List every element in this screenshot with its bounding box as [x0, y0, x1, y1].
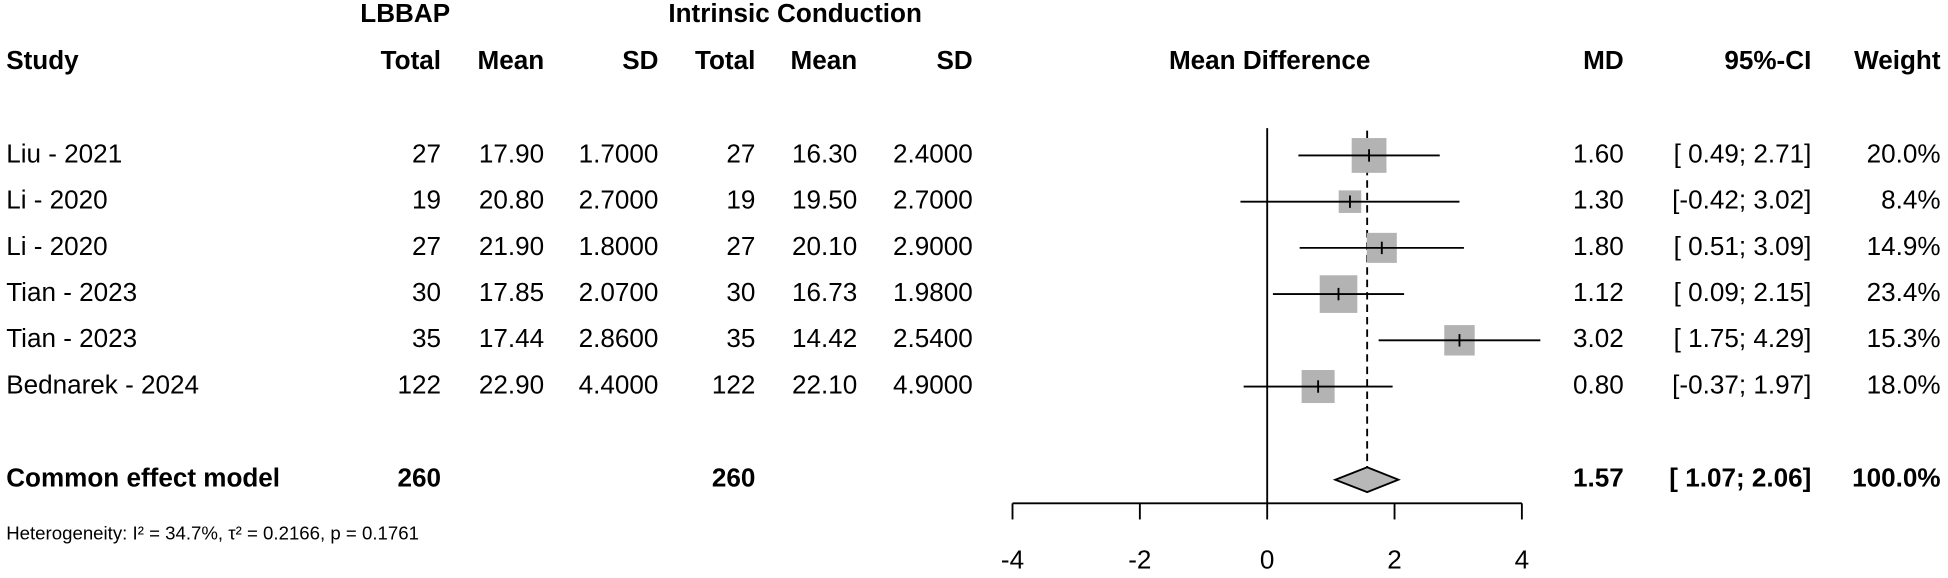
table-cell: 19 — [412, 185, 441, 215]
column-header: MD — [1583, 45, 1624, 75]
table-cell: 35 — [412, 323, 441, 353]
table-cell: 2.0700 — [579, 277, 659, 307]
table-cell: 2.7000 — [579, 185, 659, 215]
ci-label: [-0.37; 1.97] — [1672, 369, 1811, 399]
table-cell: 17.44 — [479, 323, 544, 353]
table-cell: 17.85 — [479, 277, 544, 307]
table-cell: 1.7000 — [579, 138, 659, 168]
table-cell: 122 — [398, 369, 442, 399]
group-header: LBBAP — [360, 0, 450, 28]
heterogeneity: Heterogeneity: I² = 34.7%, τ² = 0.2166, … — [6, 522, 419, 543]
x-tick-label: 2 — [1387, 545, 1402, 575]
table-cell: 35 — [726, 323, 755, 353]
column-header: Total — [381, 45, 441, 75]
study-name: Liu - 2021 — [6, 138, 122, 168]
column-header: Total — [695, 45, 755, 75]
table-cell: 19.50 — [792, 185, 857, 215]
ci-label: [ 0.51; 3.09] — [1674, 231, 1812, 261]
weight-label: 14.9% — [1867, 231, 1941, 261]
weight-label: 15.3% — [1867, 323, 1941, 353]
column-header: Mean — [791, 45, 858, 75]
table-cell: 22.90 — [479, 369, 544, 399]
study-name: Tian - 2023 — [6, 277, 137, 307]
table-cell: 16.30 — [792, 138, 857, 168]
table-cell: 2.7000 — [893, 185, 973, 215]
x-tick-label: 0 — [1260, 545, 1275, 575]
table-cell: 4.9000 — [893, 369, 973, 399]
table-cell: 1.8000 — [579, 231, 659, 261]
column-header: Study — [6, 45, 79, 75]
study-name: Tian - 2023 — [6, 323, 137, 353]
pooled-total: 260 — [398, 463, 442, 493]
pooled-diamond — [1332, 466, 1401, 494]
table-cell: 2.9000 — [893, 231, 973, 261]
x-tick-label: -2 — [1128, 545, 1151, 575]
pooled-total: 260 — [712, 463, 756, 493]
ci-label: [ 0.49; 2.71] — [1674, 138, 1812, 168]
weight-label: 20.0% — [1867, 138, 1941, 168]
column-header: SD — [622, 45, 658, 75]
md-label: 1.12 — [1573, 277, 1624, 307]
column-header: SD — [937, 45, 973, 75]
table-cell: 30 — [726, 277, 755, 307]
chart-title: Mean Difference — [1169, 45, 1370, 75]
x-tick-label: 4 — [1515, 545, 1530, 575]
table-cell: 21.90 — [479, 231, 544, 261]
md-label: 1.60 — [1573, 138, 1624, 168]
md-label: 1.80 — [1573, 231, 1624, 261]
table-cell: 30 — [412, 277, 441, 307]
table-cell: 27 — [726, 231, 755, 261]
table-cell: 2.5400 — [893, 323, 973, 353]
pooled-md: 1.57 — [1573, 463, 1624, 493]
table-cell: 14.42 — [792, 323, 857, 353]
table-cell: 19 — [726, 185, 755, 215]
weight-label: 18.0% — [1867, 369, 1941, 399]
table-cell: 20.80 — [479, 185, 544, 215]
table-cell: 4.4000 — [579, 369, 659, 399]
table-cell: 16.73 — [792, 277, 857, 307]
table-cell: 2.8600 — [579, 323, 659, 353]
pooled-weight: 100.0% — [1852, 463, 1940, 493]
table-cell: 2.4000 — [893, 138, 973, 168]
column-header: 95%-CI — [1724, 45, 1811, 75]
table-cell: 1.9800 — [893, 277, 973, 307]
pooled-label: Common effect model — [6, 463, 280, 493]
table-cell: 27 — [412, 231, 441, 261]
study-name: Li - 2020 — [6, 231, 108, 261]
study-name: Li - 2020 — [6, 185, 108, 215]
column-header: Mean — [477, 45, 544, 75]
table-cell: 27 — [412, 138, 441, 168]
study-name: Bednarek - 2024 — [6, 369, 199, 399]
weight-label: 23.4% — [1867, 277, 1941, 307]
pooled-ci: [ 1.07; 2.06] — [1669, 463, 1811, 493]
x-tick-label: -4 — [1001, 545, 1024, 575]
ci-label: [ 1.75; 4.29] — [1674, 323, 1812, 353]
table-cell: 27 — [726, 138, 755, 168]
md-label: 1.30 — [1573, 185, 1624, 215]
table-cell: 22.10 — [792, 369, 857, 399]
column-header: Weight — [1854, 45, 1941, 75]
ci-label: [-0.42; 3.02] — [1672, 185, 1811, 215]
md-label: 3.02 — [1573, 323, 1624, 353]
table-cell: 20.10 — [792, 231, 857, 261]
table-cell: 122 — [712, 369, 756, 399]
table-cell: 17.90 — [479, 138, 544, 168]
weight-label: 8.4% — [1881, 185, 1940, 215]
group-header: Intrinsic Conduction — [668, 0, 922, 28]
ci-label: [ 0.09; 2.15] — [1674, 277, 1812, 307]
md-label: 0.80 — [1573, 369, 1624, 399]
